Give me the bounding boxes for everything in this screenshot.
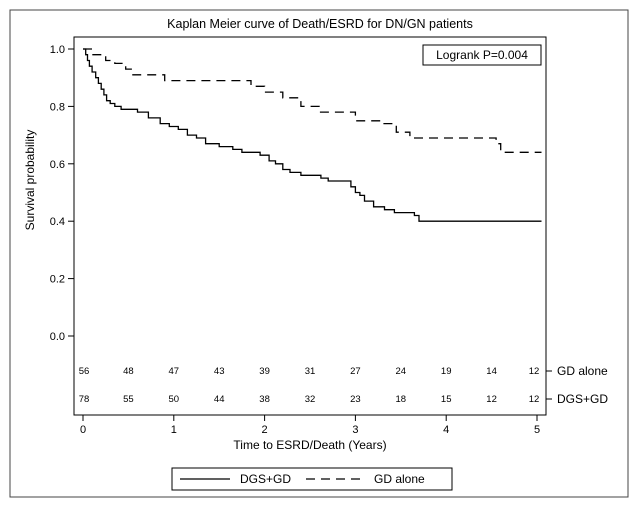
y-tick-label: 0.8 — [50, 101, 65, 113]
at-risk-count: 23 — [350, 394, 361, 405]
at-risk-row-label: GD alone — [557, 364, 608, 378]
at-risk-count: 24 — [396, 366, 407, 377]
at-risk-count: 31 — [305, 366, 316, 377]
at-risk-count: 55 — [123, 394, 134, 405]
x-tick-label: 4 — [443, 424, 449, 436]
survival-curves — [83, 48, 542, 222]
x-tick-label: 0 — [80, 424, 86, 436]
at-risk-count: 39 — [259, 366, 270, 377]
at-risk-count: 12 — [529, 394, 540, 405]
at-risk-count: 14 — [486, 366, 497, 377]
y-tick-label: 0.0 — [50, 331, 65, 343]
series-dgs-gd — [83, 48, 542, 222]
logrank-box — [422, 44, 542, 66]
legend: DGS+GD GD alone — [171, 467, 453, 491]
at-risk-table: 56 48 47 43 39 31 27 24 19 14 12 GD alone 78 55 50 44 38… — [79, 364, 609, 406]
y-axis: 0.0 0.2 0.4 0.6 0.8 1.0 — [50, 44, 74, 343]
at-risk-count: 78 — [79, 394, 90, 405]
legend-label-gd-alone: GD alone — [374, 472, 425, 486]
at-risk-count: 12 — [529, 366, 540, 377]
y-tick-label: 0.4 — [50, 216, 65, 228]
at-risk-count: 43 — [214, 366, 225, 377]
at-risk-count: 48 — [123, 366, 134, 377]
chart-title: Kaplan Meier curve of Death/ESRD for DN/… — [167, 17, 473, 31]
at-risk-count: 47 — [169, 366, 180, 377]
at-risk-count: 27 — [350, 366, 361, 377]
at-risk-count: 50 — [169, 394, 180, 405]
at-risk-count: 44 — [214, 394, 225, 405]
x-tick-label: 1 — [171, 424, 177, 436]
at-risk-count: 18 — [396, 394, 407, 405]
logrank-annotation: Logrank P=0.004 — [422, 44, 542, 66]
at-risk-count: 56 — [79, 366, 90, 377]
at-risk-count: 38 — [259, 394, 270, 405]
series-gd-alone — [83, 48, 542, 153]
at-risk-count: 19 — [441, 366, 452, 377]
figure-border — [9, 9, 629, 498]
x-axis: 0 1 2 3 4 5 — [80, 415, 540, 436]
y-tick-label: 1.0 — [50, 44, 65, 56]
x-tick-label: 2 — [262, 424, 268, 436]
x-tick-label: 5 — [534, 424, 540, 436]
at-risk-count: 15 — [441, 394, 452, 405]
plot-area — [73, 36, 547, 416]
legend-label-dgs-gd: DGS+GD — [240, 472, 291, 486]
x-tick-label: 3 — [352, 424, 358, 436]
at-risk-count: 32 — [305, 394, 316, 405]
x-axis-label: Time to ESRD/Death (Years) — [233, 438, 386, 452]
logrank-text: Logrank P=0.004 — [436, 48, 528, 62]
at-risk-row-label: DGS+GD — [557, 392, 608, 406]
y-tick-label: 0.2 — [50, 274, 65, 286]
at-risk-count: 12 — [486, 394, 497, 405]
y-tick-label: 0.6 — [50, 159, 65, 171]
y-axis-label: Survival probability — [23, 130, 37, 231]
